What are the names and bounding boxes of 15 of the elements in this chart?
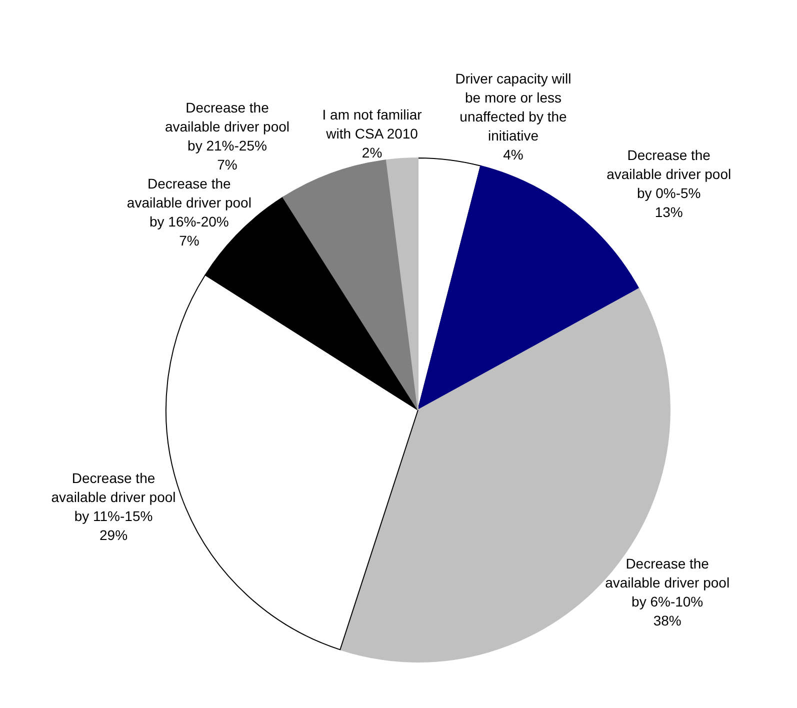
data-label: 7% [179,232,200,248]
data-label: 4% [503,146,524,162]
slice-label: Decrease the available driver pool by 21%-25% [164,99,290,154]
data-label: 29% [100,526,128,543]
slice-label: Driver capacity will be more or less unaffected by the initiative [455,70,572,144]
slice-label: Decrease the available driver pool by 0%-5% [606,147,732,202]
pie-slice [282,159,418,410]
slice-label: I am not familiar with CSA 2010 [322,106,422,142]
data-label: 38% [653,612,682,628]
data-label: 2% [362,144,382,161]
slice-label: Decrease the available driver pool by 6%-10% [605,555,730,610]
slice-label: Decrease the available driver pool by 11%-15% [51,470,176,524]
slice-label: Decrease the available driver pool by 16%-20% [126,175,252,230]
data-label: 13% [654,204,683,220]
data-label: 7% [217,156,238,172]
